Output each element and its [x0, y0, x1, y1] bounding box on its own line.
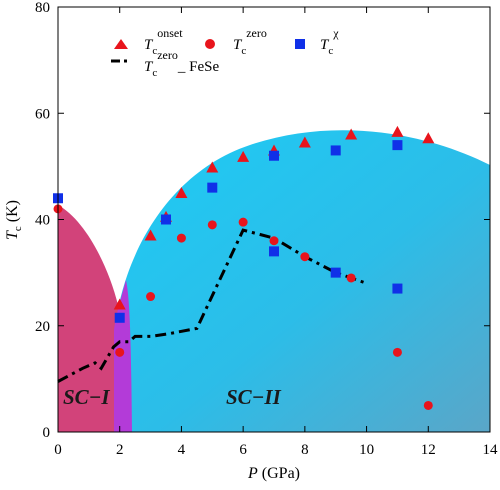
marker-layer: [53, 125, 435, 410]
legend-item-zero: Tczero: [205, 26, 267, 57]
point-zero: [146, 292, 156, 302]
point-chi: [269, 246, 279, 257]
point-chi: [207, 182, 218, 193]
y-axis: 0 20 40 60 80: [35, 0, 490, 441]
x-tick-label: 12: [421, 442, 436, 458]
point-chi: [330, 267, 341, 278]
legend-marker-triangle: [114, 39, 128, 49]
point-onset: [175, 186, 188, 198]
point-zero: [176, 233, 186, 243]
x-tick-label: 2: [116, 442, 124, 458]
x-axis: 0 2 4 6 8 10 12 14: [54, 7, 498, 458]
legend-item-fese: Tczero_ FeSe: [111, 48, 219, 79]
legend-label-fese: Tczero_ FeSe: [144, 48, 219, 79]
y-tick-label: 20: [35, 319, 50, 335]
point-chi: [269, 150, 279, 161]
point-chi: [161, 214, 171, 225]
point-zero: [423, 400, 433, 410]
legend-item-onset: Tconset: [114, 26, 183, 57]
legend-label-onset: Tconset: [144, 26, 183, 57]
point-chi: [114, 312, 125, 323]
point-onset: [298, 136, 311, 148]
y-axis-unit: (K): [4, 200, 21, 226]
legend: Tconset Tczero Tcχ Tczero_ FeSe: [111, 26, 339, 79]
point-onset: [237, 150, 250, 162]
fese-curve-layer: [57, 228, 368, 383]
y-axis-var: T: [4, 230, 21, 240]
point-onset: [144, 229, 157, 241]
legend-label-zero: Tczero: [233, 26, 267, 57]
y-tick-label: 80: [35, 0, 50, 16]
point-chi: [392, 140, 403, 151]
x-axis-unit: (GPa): [258, 465, 300, 482]
x-axis-label: P (GPa): [247, 465, 300, 482]
y-axis-label: Tc (K): [4, 200, 24, 240]
region-sc-i: [58, 205, 119, 432]
point-zero: [238, 217, 248, 227]
y-tick-label: 40: [35, 213, 50, 229]
x-tick-label: 10: [359, 442, 374, 458]
x-tick-label: 6: [239, 442, 247, 458]
point-zero: [392, 347, 402, 357]
point-zero: [207, 220, 217, 230]
point-onset: [206, 161, 219, 173]
point-onset: [113, 298, 126, 310]
point-onset: [422, 132, 435, 144]
point-onset: [391, 125, 404, 137]
legend-item-chi: Tcχ: [295, 26, 339, 57]
fese-curve: [57, 228, 368, 383]
point-chi: [330, 145, 341, 156]
x-tick-label: 14: [483, 442, 499, 458]
y-axis-sub: c: [12, 226, 24, 231]
point-zero: [269, 236, 279, 246]
legend-label-chi: Tcχ: [320, 26, 339, 57]
point-zero: [346, 273, 356, 283]
region-label-sc-i: SC−I: [63, 385, 110, 409]
point-zero: [300, 252, 310, 262]
region-label-sc-ii: SC−II: [226, 385, 282, 409]
point-chi: [392, 283, 403, 294]
y-tick-label: 60: [35, 106, 50, 122]
point-zero: [115, 347, 125, 357]
y-tick-label: 0: [43, 425, 51, 441]
legend-marker-circle: [205, 39, 215, 49]
x-tick-label: 4: [178, 442, 186, 458]
x-tick-label: 0: [54, 442, 62, 458]
x-tick-label: 8: [301, 442, 309, 458]
legend-marker-square: [295, 39, 305, 49]
x-axis-var: P: [247, 465, 258, 482]
region-sc-ii: [114, 130, 490, 432]
point-onset: [345, 128, 358, 140]
